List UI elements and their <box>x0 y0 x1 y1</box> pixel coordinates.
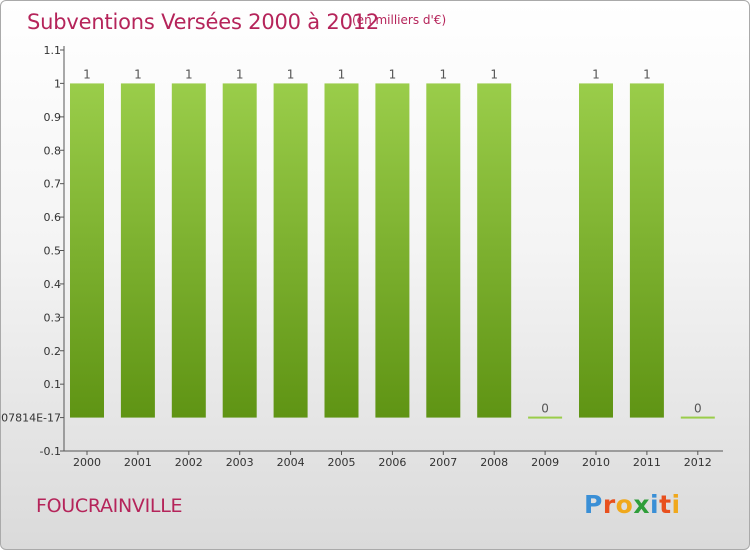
bar <box>222 83 257 418</box>
y-tick-label: 0.7 <box>44 178 62 191</box>
data-label: 1 <box>338 67 346 81</box>
logo-letter: o <box>615 490 634 519</box>
data-label: 1 <box>439 67 447 81</box>
bar <box>629 83 664 418</box>
x-tick-label: 2003 <box>226 456 254 469</box>
y-tick-label: 0.2 <box>44 345 62 358</box>
y-tick-label: 1.1 <box>44 44 62 57</box>
bar <box>273 83 308 418</box>
y-tick-label: 1 <box>54 77 61 90</box>
data-label: 1 <box>236 67 244 81</box>
bar <box>171 83 206 418</box>
x-tick-label: 2005 <box>328 456 356 469</box>
logo-letter: x <box>633 490 650 519</box>
logo-letter: i <box>650 490 660 519</box>
bar <box>477 83 512 418</box>
y-tick-label: -0.1 <box>40 445 61 458</box>
data-label: 1 <box>389 67 397 81</box>
logo-letter: t <box>659 490 672 519</box>
data-label: 1 <box>490 67 498 81</box>
bar <box>375 83 410 418</box>
y-tick-label: 0.9 <box>44 111 62 124</box>
data-label: 1 <box>287 67 295 81</box>
data-label: 1 <box>185 67 193 81</box>
data-label: 1 <box>592 67 600 81</box>
bar <box>579 83 613 418</box>
x-tick-label: 2010 <box>582 456 610 469</box>
data-label: 1 <box>134 67 142 81</box>
logo-letter: i <box>671 490 681 519</box>
y-tick-label: 2.7807814E-17 <box>1 412 61 425</box>
y-tick-label: 0.6 <box>44 211 62 224</box>
data-label: 1 <box>83 67 91 81</box>
x-tick-label: 2012 <box>684 456 712 469</box>
bar <box>680 416 715 419</box>
y-tick-label: 0.8 <box>44 144 62 157</box>
data-label: 1 <box>643 67 651 81</box>
x-tick-label: 2011 <box>633 456 661 469</box>
x-tick-label: 2008 <box>480 456 508 469</box>
chart-title: Subventions Versées 2000 à 2012 <box>27 10 380 34</box>
data-label: 0 <box>694 402 702 416</box>
x-tick-label: 2004 <box>277 456 305 469</box>
bar <box>70 83 104 418</box>
bar <box>324 83 359 418</box>
bar <box>426 83 461 418</box>
x-tick-label: 2000 <box>73 456 101 469</box>
x-tick-label: 2001 <box>124 456 152 469</box>
logo-letter: r <box>602 490 616 519</box>
proxiti-logo: Proxiti <box>584 490 681 519</box>
y-tick-label: 0.1 <box>44 378 62 391</box>
y-tick-label: 0.4 <box>44 278 62 291</box>
commune-name: FOUCRAINVILLE <box>36 495 183 517</box>
data-label: 0 <box>541 402 549 416</box>
x-tick-label: 2006 <box>378 456 406 469</box>
y-tick-label: 0.3 <box>44 311 62 324</box>
x-tick-label: 2002 <box>175 456 203 469</box>
bar <box>528 416 563 419</box>
y-tick-label: 0.5 <box>44 245 62 258</box>
x-tick-label: 2009 <box>531 456 559 469</box>
logo-letter: P <box>584 490 603 519</box>
chart-subtitle: (en milliers d'€) <box>352 13 447 27</box>
bar <box>120 83 155 418</box>
x-tick-label: 2007 <box>429 456 457 469</box>
